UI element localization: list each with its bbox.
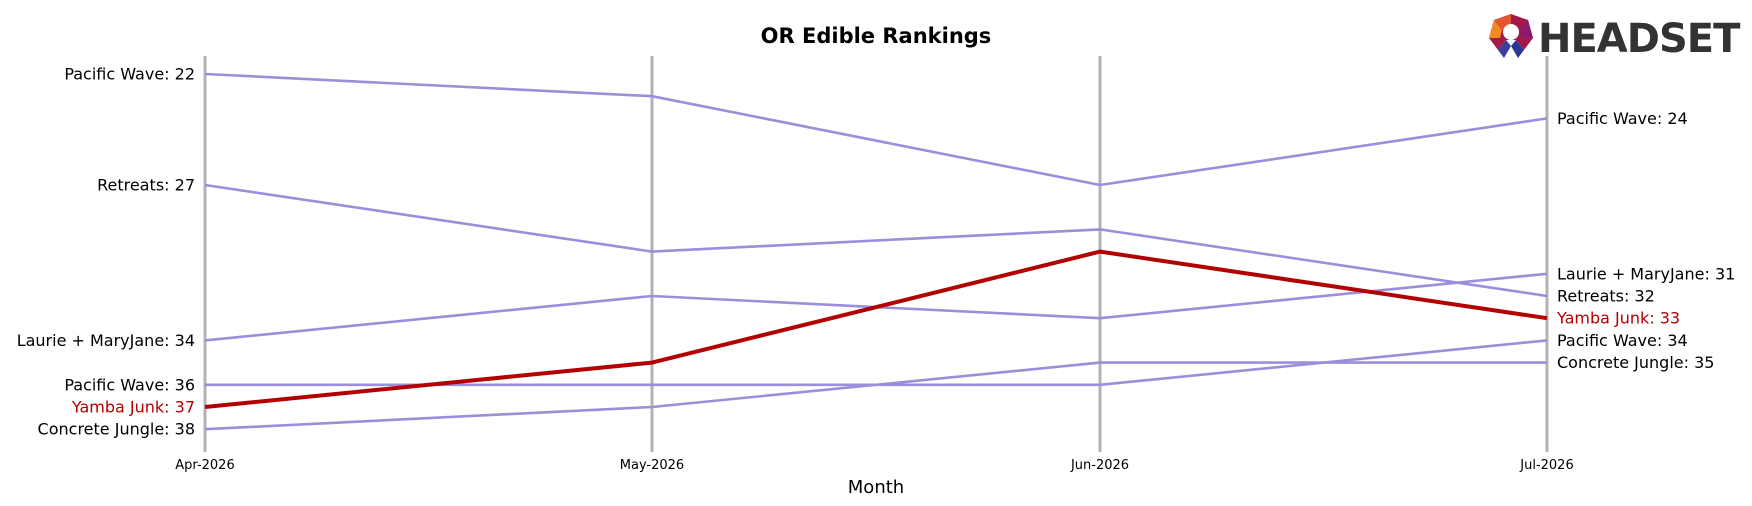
end-label: Laurie + MaryJane: 31 (1557, 264, 1735, 283)
start-labels: Pacific Wave: 22 Retreats: 27 Laurie + Mar… (17, 65, 195, 439)
end-label: Pacific Wave: 34 (1557, 331, 1688, 350)
start-label: Concrete Jungle: 38 (38, 420, 195, 439)
logo-text: HEADSET (1538, 16, 1741, 62)
gridlines (203, 56, 1549, 452)
series-line-retreats (204, 183, 1548, 298)
x-axis-label: Month (848, 477, 904, 498)
x-tick-labels: Apr-2026 May-2026 Jun-2026 Jul-2026 (175, 458, 1573, 473)
end-label: Pacific Wave: 24 (1557, 109, 1688, 128)
x-tick-label: Jun-2026 (1070, 458, 1129, 473)
series-line-yamba-junk (204, 249, 1548, 409)
x-tick-label: Jul-2026 (1519, 458, 1573, 473)
start-label: Retreats: 27 (97, 176, 195, 195)
start-label: Pacific Wave: 22 (64, 65, 195, 84)
end-label: Retreats: 32 (1557, 287, 1655, 306)
x-tick-label: Apr-2026 (175, 458, 234, 473)
start-label: Laurie + MaryJane: 34 (17, 331, 195, 350)
end-label: Concrete Jungle: 35 (1557, 353, 1714, 372)
start-label: Yamba Junk: 37 (71, 398, 195, 417)
x-tick-label: May-2026 (620, 458, 684, 473)
end-labels: Pacific Wave: 24 Laurie + MaryJane: 31 Ret… (1556, 109, 1735, 372)
series-line-pacific-wave (204, 72, 1548, 187)
end-label: Yamba Junk: 33 (1556, 309, 1680, 328)
series-line-concrete-jungle (204, 361, 1547, 431)
headset-logo-icon (1489, 14, 1533, 58)
headset-logo: HEADSET (1489, 14, 1742, 62)
chart-title: OR Edible Rankings (761, 24, 992, 48)
start-label: Pacific Wave: 36 (64, 375, 195, 394)
series-lines (204, 72, 1548, 431)
